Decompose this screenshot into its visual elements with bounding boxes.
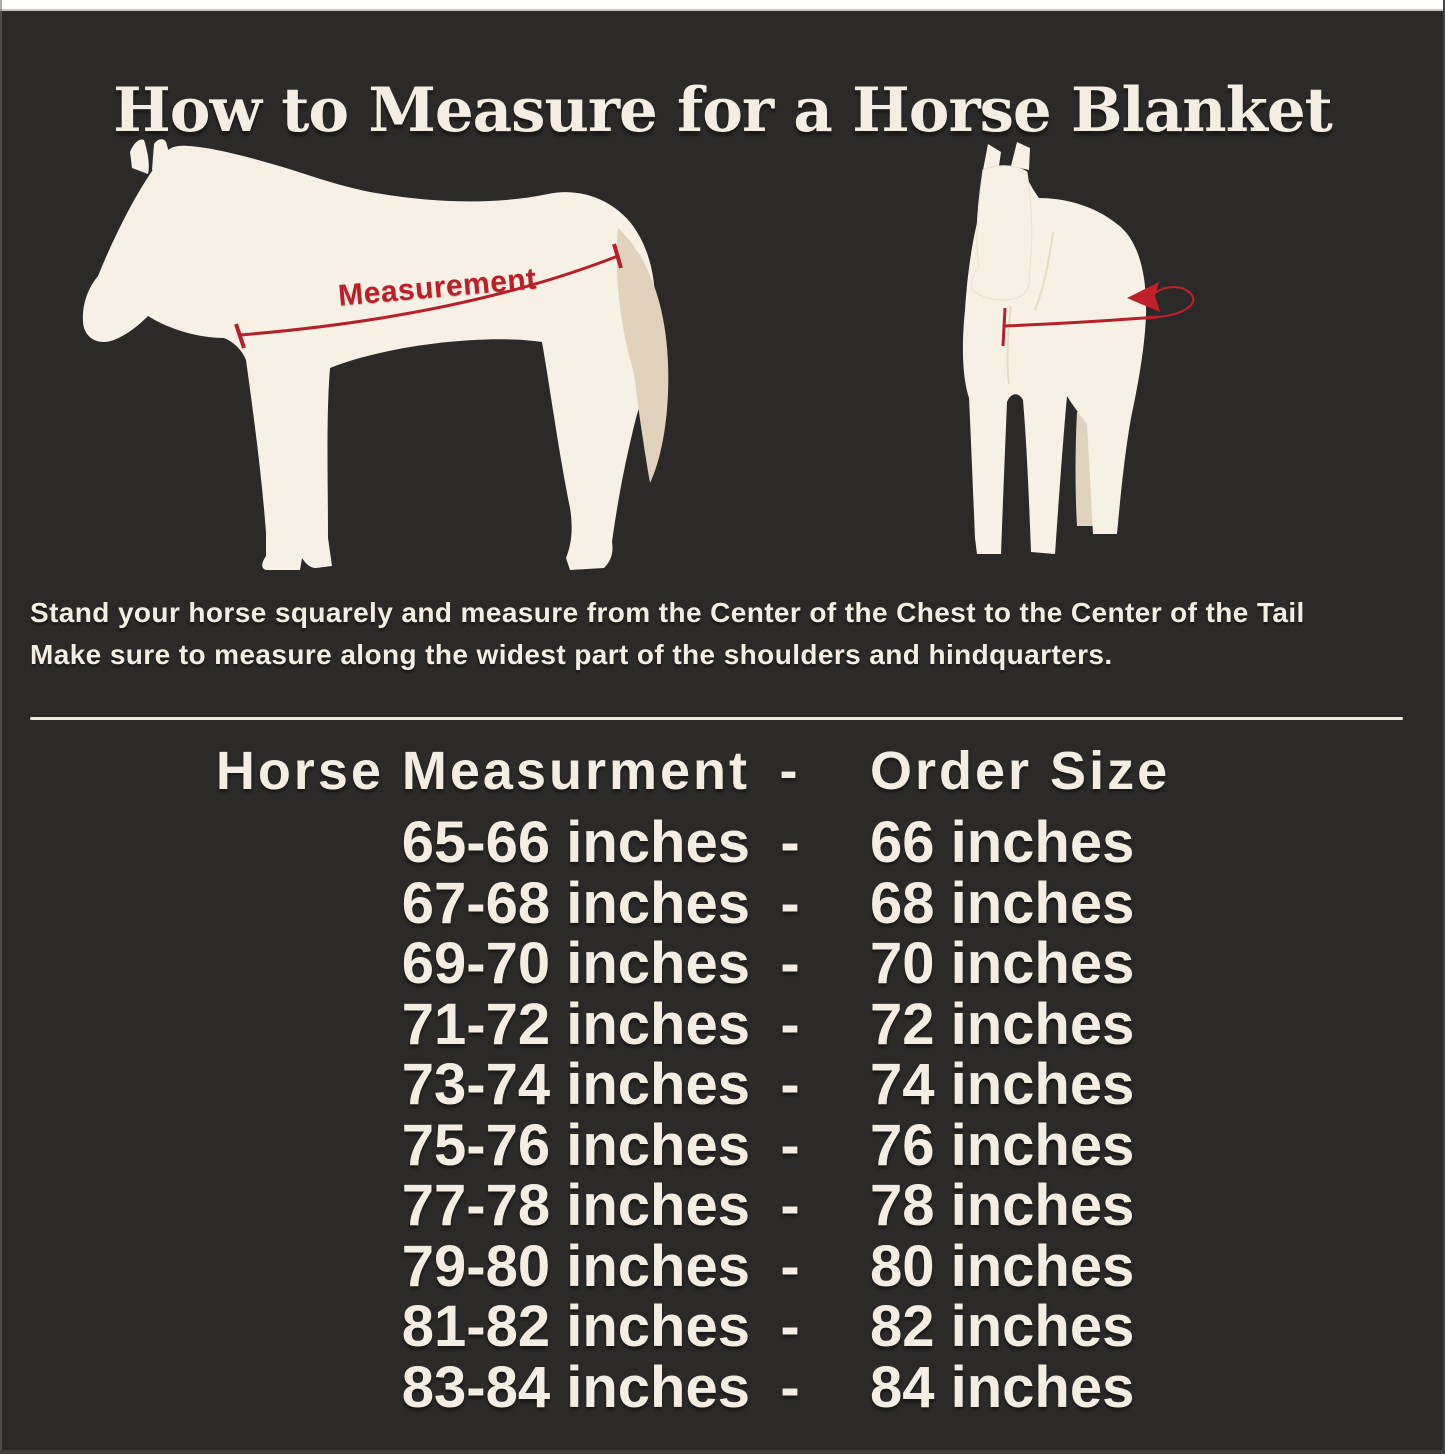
horse-measurement-cell: 77-78 inches — [401, 1173, 750, 1238]
column-header-horse-measurement: Horse Measurment — [215, 741, 750, 801]
order-size-cell: 80 inches — [870, 1233, 1135, 1299]
table-row: 71-72 inches - 72 inches — [0, 991, 1445, 1057]
girth-line — [1003, 315, 1159, 328]
size-table: Horse Measurment - Order Size 65-66 inch… — [0, 734, 1445, 1418]
order-size-cell: 66 inches — [870, 810, 1135, 875]
horse-shoulder-shading — [1006, 305, 1012, 385]
table-header-row: Horse Measurment - Order Size — [0, 734, 1445, 808]
horse-ear — [1011, 142, 1030, 170]
page-title: How to Measure for a Horse Blanket — [113, 74, 1333, 146]
column-header-order-size: Order Size — [870, 741, 1171, 801]
table-row: 79-80 inches - 80 inches — [0, 1233, 1445, 1299]
girth-loop — [1151, 286, 1195, 318]
horse-neck-shading — [1034, 231, 1054, 311]
right-border — [1443, 0, 1445, 1454]
horse-ear — [983, 144, 1001, 170]
horse-body — [82, 145, 656, 570]
measurement-line-start-tick — [234, 323, 246, 349]
instructions-text: Stand your horse squarely and measure fr… — [30, 592, 1423, 676]
horse-measurement-cell: 69-70 inches — [401, 931, 750, 996]
separator-cell: - — [780, 1112, 800, 1178]
top-border-line — [0, 9, 1445, 11]
order-size-cell: 76 inches — [870, 1112, 1135, 1178]
order-size-cell: 84 inches — [870, 1354, 1135, 1420]
order-size-cell: 74 inches — [870, 1052, 1135, 1117]
order-size-cell: 82 inches — [870, 1294, 1135, 1359]
side-view-horse-illustration — [82, 139, 669, 570]
table-row: 81-82 inches - 82 inches — [0, 1294, 1445, 1359]
table-row: 67-68 inches - 68 inches — [0, 870, 1445, 936]
separator-cell: - — [780, 1233, 800, 1299]
separator-cell: - — [780, 931, 800, 996]
table-body: 65-66 inches - 66 inches 67-68 inches - … — [0, 810, 1445, 1420]
separator-cell: - — [780, 1294, 800, 1359]
measurement-line — [239, 254, 619, 337]
separator-cell: - — [780, 991, 800, 1057]
horse-measurement-cell: 83-84 inches — [401, 1354, 750, 1420]
table-row: 77-78 inches - 78 inches — [0, 1173, 1445, 1238]
horse-measurement-cell: 65-66 inches — [401, 810, 750, 875]
horse-head — [971, 165, 1033, 301]
separator-cell: - — [780, 870, 800, 936]
separator-cell: - — [780, 1052, 800, 1117]
separator-cell: - — [780, 1173, 800, 1238]
header-separator: - — [779, 741, 801, 801]
measurement-line-end-tick — [612, 243, 623, 269]
instruction-line: Stand your horse squarely and measure fr… — [30, 597, 1305, 628]
table-row: 75-76 inches - 76 inches — [0, 1112, 1445, 1178]
table-row: 73-74 inches - 74 inches — [0, 1052, 1445, 1117]
horse-tail — [616, 228, 669, 483]
front-view-horse-illustration — [962, 142, 1195, 554]
girth-arrowhead — [1127, 282, 1160, 312]
horse-measurement-cell: 79-80 inches — [401, 1233, 750, 1299]
order-size-cell: 78 inches — [870, 1173, 1135, 1238]
girth-line-tick — [1001, 307, 1007, 347]
separator-cell: - — [780, 810, 800, 875]
top-border — [0, 0, 1445, 9]
table-row: 65-66 inches - 66 inches — [0, 810, 1445, 875]
order-size-cell: 68 inches — [870, 870, 1135, 936]
horse-ear — [130, 139, 149, 174]
separator-cell: - — [780, 1354, 800, 1420]
left-border — [0, 0, 2, 1454]
instruction-line: Make sure to measure along the widest pa… — [30, 639, 1113, 670]
order-size-cell: 72 inches — [870, 991, 1135, 1057]
horse-measurement-cell: 81-82 inches — [401, 1294, 750, 1359]
divider-line — [30, 717, 1403, 720]
horse-measurement-cell: 75-76 inches — [401, 1112, 750, 1178]
bottom-border — [0, 1450, 1445, 1454]
horse-ear — [152, 139, 170, 172]
order-size-cell: 70 inches — [870, 931, 1135, 996]
horse-measurement-cell: 71-72 inches — [401, 991, 750, 1057]
horse-measurement-cell: 67-68 inches — [401, 870, 750, 936]
horse-measurement-cell: 73-74 inches — [401, 1052, 750, 1117]
table-row: 69-70 inches - 70 inches — [0, 931, 1445, 996]
table-row: 83-84 inches - 84 inches — [0, 1354, 1445, 1420]
